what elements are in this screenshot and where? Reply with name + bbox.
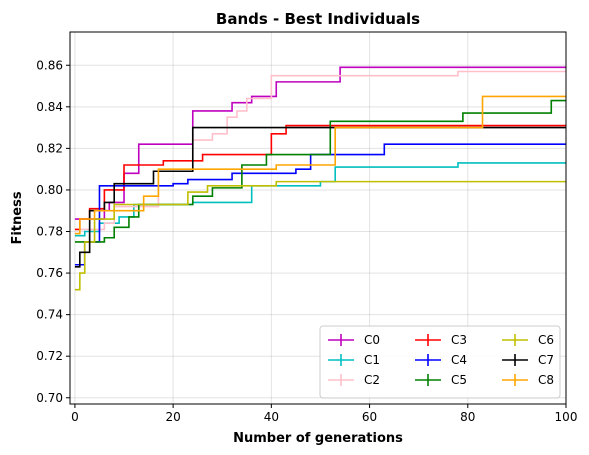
y-tick-label: 0.72 xyxy=(36,349,63,363)
y-tick-label: 0.82 xyxy=(36,141,63,155)
plot-frame xyxy=(69,31,567,405)
x-tick-label: 40 xyxy=(264,410,279,424)
legend-entry-c1: C1 xyxy=(328,353,380,367)
x-tick-label: 20 xyxy=(165,410,180,424)
y-axis-label: Fitness xyxy=(10,191,25,244)
x-tick-label: 80 xyxy=(460,410,475,424)
chart-title: Bands - Best Individuals xyxy=(216,10,420,28)
legend-entry-c0: C0 xyxy=(328,333,380,347)
legend-label: C1 xyxy=(364,353,380,367)
legend-label: C0 xyxy=(364,333,380,347)
x-axis-label: Number of generations xyxy=(233,431,403,446)
legend: C0 C1 C2 C3 C4 C5 C6 C7 C8 xyxy=(319,325,561,399)
x-tick-label: 0 xyxy=(71,410,79,424)
y-tick-label: 0.78 xyxy=(36,225,63,239)
axis-ticks: 0 20 40 60 80 100 0.70 0.72 0.74 0.76 0.78 0.80 0.82… xyxy=(36,58,577,424)
series-line-c5 xyxy=(74,99,566,243)
series-line-c7 xyxy=(74,126,566,268)
legend-entry-c5: C5 xyxy=(415,373,467,387)
series-lines xyxy=(74,66,566,291)
series-line-c8 xyxy=(74,95,566,235)
legend-label: C7 xyxy=(538,353,554,367)
legend-entry-c3: C3 xyxy=(415,333,467,347)
legend-entry-c2: C2 xyxy=(328,373,380,387)
legend-box xyxy=(319,325,561,399)
legend-entry-c8: C8 xyxy=(502,373,554,387)
legend-label: C2 xyxy=(364,373,380,387)
series-line-c6 xyxy=(74,180,566,291)
y-tick-label: 0.86 xyxy=(36,58,63,72)
x-tick-label: 100 xyxy=(555,410,578,424)
legend-label: C8 xyxy=(538,373,554,387)
y-tick-label: 0.76 xyxy=(36,266,63,280)
legend-entry-c4: C4 xyxy=(415,353,467,367)
y-tick-label: 0.84 xyxy=(36,100,63,114)
x-tick-label: 60 xyxy=(362,410,377,424)
legend-entry-c7: C7 xyxy=(502,353,554,367)
legend-label: C6 xyxy=(538,333,554,347)
legend-label: C5 xyxy=(451,373,467,387)
legend-label: C3 xyxy=(451,333,467,347)
legend-label: C4 xyxy=(451,353,467,367)
y-tick-label: 0.70 xyxy=(36,391,63,405)
legend-entry-c6: C6 xyxy=(502,333,554,347)
y-tick-label: 0.80 xyxy=(36,183,63,197)
y-tick-label: 0.74 xyxy=(36,308,63,322)
